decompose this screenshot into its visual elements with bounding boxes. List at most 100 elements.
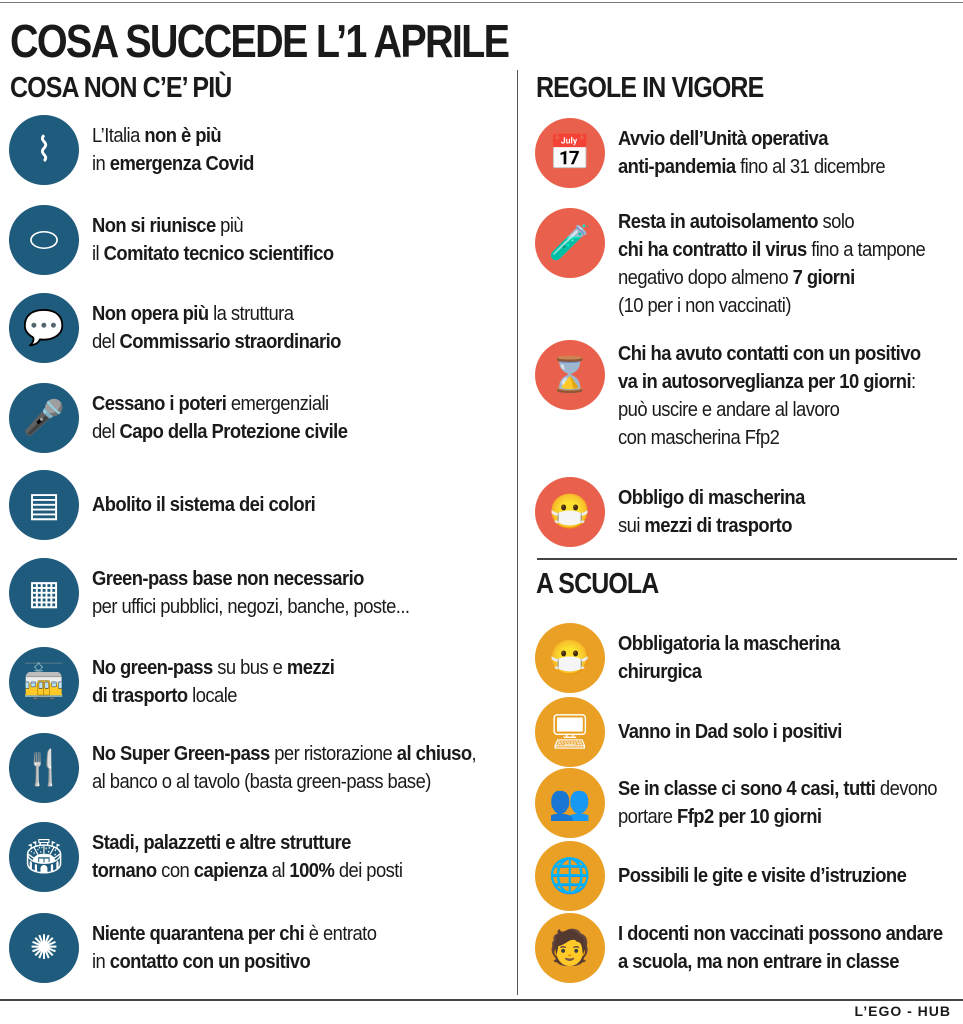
text-line: Vanno in Dad solo i positivi: [618, 718, 842, 746]
text: solo: [817, 211, 855, 233]
bold-text: non è più: [144, 125, 222, 147]
bold-text: anti-pandemia: [618, 156, 736, 178]
text-line: chirurgica: [618, 658, 840, 686]
mask-icon: 😷: [535, 623, 605, 693]
text-line: sui mezzi di trasporto: [618, 512, 805, 540]
item-text: No green-pass su bus e mezzi di trasporto…: [92, 654, 335, 710]
item-text: No Super Green-pass per ristorazione al …: [92, 740, 477, 796]
text: può uscire e andare al lavoro: [618, 399, 840, 421]
text: per ristorazione: [269, 743, 397, 765]
meeting-table-icon: ⬭: [9, 205, 79, 275]
page-title: COSA SUCCEDE L’1 APRILE: [10, 15, 510, 67]
bottom-rule: [0, 999, 963, 1001]
speaker-icon: 💬: [9, 293, 79, 363]
text: in: [92, 153, 110, 175]
item-text: Cessano i poteri emergenziali del Capo de…: [92, 390, 348, 446]
text-line: tornano con capienza al 100% dei posti: [92, 857, 403, 885]
text-line: in emergenza Covid: [92, 150, 254, 178]
bold-text: Comitato tecnico scientifico: [103, 243, 334, 265]
text-line: Non opera più la struttura: [92, 300, 341, 328]
text-line: può uscire e andare al lavoro: [618, 396, 921, 424]
calendar-icon: 📅: [535, 118, 605, 188]
bold-text: emergenza Covid: [109, 153, 255, 175]
text: fino a tampone: [806, 239, 926, 261]
text: locale: [187, 685, 237, 707]
text: per uffici pubblici, negozi, banche, pos…: [92, 596, 410, 618]
podium-icon: 🎤: [9, 383, 79, 453]
bold-text: chirurgica: [618, 661, 702, 683]
item-text: Avvio dell’Unità operativa anti-pandemia …: [618, 125, 886, 181]
bold-text: Vanno in Dad solo i positivi: [618, 721, 842, 743]
text-line: I docenti non vaccinati possono andare: [618, 920, 943, 948]
bold-text: Obbligatoria la mascherina: [618, 633, 840, 655]
text: è entrato: [304, 923, 377, 945]
text: la struttura: [208, 303, 294, 325]
item-text: L’Italia non è più in emergenza Covid: [92, 122, 254, 178]
column-divider: [517, 70, 518, 995]
virus-icon: ✺: [9, 913, 79, 983]
bold-text: Niente quarantena per chi: [92, 923, 305, 945]
text-line: Non si riunisce più: [92, 212, 334, 240]
item-text: Obbligatoria la mascherina chirurgica: [618, 630, 840, 686]
text-line: Se in classe ci sono 4 casi, tutti devon…: [618, 775, 938, 803]
text: (10 per i non vaccinati): [618, 295, 791, 317]
mask-icon: 😷: [535, 477, 605, 547]
stadium-icon: 🏟: [9, 822, 79, 892]
bold-text: Chi ha avuto contatti con un positivo: [618, 343, 921, 365]
item-text: Vanno in Dad solo i positivi: [618, 718, 842, 746]
text-line: di trasporto locale: [92, 682, 334, 710]
text-line: negativo dopo almeno 7 giorni: [618, 264, 925, 292]
bold-text: Commissario straordinario: [119, 331, 341, 353]
bold-text: mezzi di trasporto: [644, 515, 792, 537]
document-icon: ▤: [9, 470, 79, 540]
text: dei posti: [334, 860, 403, 882]
item-text: Possibili le gite e visite d’istruzione: [618, 862, 907, 890]
bold-text: va in autosorveglianza per 10 giorni: [618, 371, 912, 393]
text: del: [92, 421, 120, 443]
credit: L’EGO - HUB: [854, 1003, 951, 1019]
bold-text: chi ha contratto il virus: [618, 239, 807, 261]
item-text: Obbligo di mascherina sui mezzi di traspo…: [618, 484, 805, 540]
bold-text: mezzi: [286, 657, 335, 679]
school-heading: A SCUOLA: [536, 568, 659, 600]
text-line: Stadi, palazzetti e altre strutture: [92, 829, 402, 857]
people-icon: 👥: [535, 768, 605, 838]
item-text: Chi ha avuto contatti con un positivo va …: [618, 340, 921, 452]
text-line: per uffici pubblici, negozi, banche, pos…: [92, 593, 410, 621]
bold-text: Non opera più: [92, 303, 209, 325]
text-line: il Comitato tecnico scientifico: [92, 240, 334, 268]
text: fino al 31 dicembre: [735, 156, 886, 178]
building-icon: ▦: [9, 558, 79, 628]
text: L’Italia: [92, 125, 145, 147]
text-line: L’Italia non è più: [92, 122, 254, 150]
item-text: Abolito il sistema dei colori: [92, 491, 316, 519]
bold-text: Cessano i poteri: [92, 393, 227, 415]
text: negativo dopo almeno: [618, 267, 793, 289]
tram-icon: 🚋: [9, 647, 79, 717]
text-line: Obbligo di mascherina: [618, 484, 805, 512]
item-text: Non si riunisce più il Comitato tecnico s…: [92, 212, 334, 268]
monitor-icon: 🖥: [535, 697, 605, 767]
text-line: Niente quarantena per chi è entrato: [92, 920, 377, 948]
text: al banco o al tavolo (basta green-pass b…: [92, 771, 431, 793]
bold-text: No green-pass: [92, 657, 213, 679]
text: in: [92, 951, 110, 973]
text-line: Abolito il sistema dei colori: [92, 491, 316, 519]
bold-text: Resta in autoisolamento: [618, 211, 819, 233]
bold-text: di trasporto: [92, 685, 188, 707]
bold-text: Avvio dell’Unità operativa: [618, 128, 828, 150]
text: emergenziali: [226, 393, 329, 415]
text-line: in contatto con un positivo: [92, 948, 376, 976]
text: più: [215, 215, 244, 237]
text: su bus e: [212, 657, 287, 679]
hourglass-icon: ⌛: [535, 340, 605, 410]
left-heading: COSA NON C’E’ PIÙ: [10, 72, 232, 104]
item-text: Resta in autoisolamento solo chi ha contr…: [618, 208, 926, 320]
item-text: Se in classe ci sono 4 casi, tutti devon…: [618, 775, 938, 831]
text-line: Resta in autoisolamento solo: [618, 208, 925, 236]
bold-text: Stadi, palazzetti e altre strutture: [92, 832, 351, 854]
text-line: a scuola, ma non entrare in classe: [618, 948, 943, 976]
fork-knife-icon: 🍴: [9, 733, 79, 803]
rules-heading: REGOLE IN VIGORE: [536, 72, 764, 104]
text-line: portare Ffp2 per 10 giorni: [618, 803, 937, 831]
